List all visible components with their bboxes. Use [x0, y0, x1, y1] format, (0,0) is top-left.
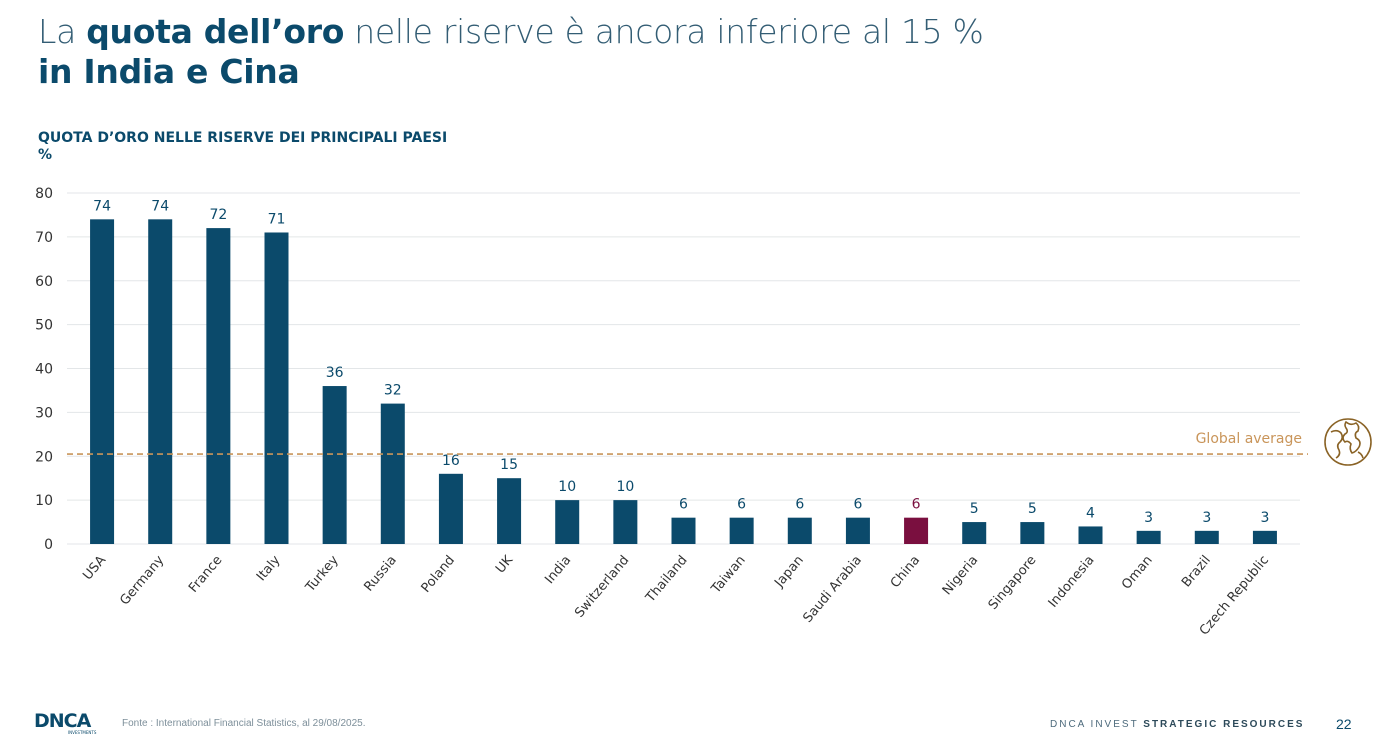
chart-subtitle: QUOTA D’ORO NELLE RISERVE DEI PRINCIPALI… — [38, 130, 447, 164]
y-tick-label: 10 — [35, 493, 53, 509]
x-tick-label: UK — [493, 553, 516, 577]
global-average-label: Global average — [1196, 431, 1302, 447]
data-label: 6 — [679, 497, 688, 513]
bar-chart: 0 10 20 30 40 50 60 70 80 74 USA 74 Germany 72 France 7… — [35, 186, 1372, 638]
x-tick-label: Brazil — [1179, 553, 1214, 590]
page-number: 22 — [1336, 716, 1352, 732]
x-tick-label: Turkey — [302, 553, 342, 596]
bar — [845, 517, 870, 544]
x-tick-label: Saudi Arabia — [800, 553, 865, 626]
bar — [438, 473, 463, 544]
x-tick-label: Taiwan — [708, 553, 749, 597]
title-bold: quota dell’oro — [86, 12, 345, 51]
x-tick-label: China — [888, 553, 923, 591]
data-label: 71 — [268, 211, 286, 227]
data-label: 16 — [442, 453, 460, 469]
x-tick-label: France — [186, 553, 225, 596]
y-tick-label: 50 — [35, 318, 53, 334]
page-title: La quota dell’oro nelle riserve è ancora… — [38, 12, 984, 92]
title-part1: La — [38, 12, 87, 51]
brand-footer: DNCA INVEST STRATEGIC RESOURCES — [1050, 719, 1304, 730]
bar — [380, 403, 405, 544]
svg-text:DNCA: DNCA — [34, 710, 92, 732]
title-line2: in India e Cina — [38, 52, 300, 91]
y-tick-label: 60 — [35, 274, 53, 290]
x-tick-label: Oman — [1119, 553, 1156, 593]
data-label: 6 — [853, 497, 862, 513]
x-tick-label: Italy — [254, 553, 284, 584]
x-tick-label: Russia — [361, 553, 399, 595]
x-tick-label: Indonesia — [1046, 553, 1098, 611]
svg-text:INVESTMENTS: INVESTMENTS — [68, 730, 97, 735]
bar — [206, 228, 231, 544]
data-label: 15 — [500, 457, 518, 473]
chart-unit: % — [38, 147, 53, 163]
title-part2: nelle riserve è ancora inferiore al 15 % — [344, 12, 984, 51]
x-tick-label: Germany — [117, 553, 167, 609]
x-tick-label: Singapore — [986, 553, 1040, 613]
data-label: 10 — [616, 479, 634, 495]
x-tick-label: India — [542, 553, 574, 587]
x-tick-label: Switzerland — [572, 553, 632, 621]
x-tick-label: USA — [80, 553, 109, 583]
data-label: 3 — [1144, 510, 1153, 526]
data-label: 3 — [1202, 510, 1211, 526]
y-tick-label: 70 — [35, 230, 53, 246]
x-tick-label: Poland — [419, 553, 458, 596]
bar — [1078, 526, 1103, 544]
bar — [90, 219, 115, 544]
y-tick-label: 80 — [35, 186, 53, 202]
data-label: 4 — [1086, 505, 1095, 521]
data-label: 3 — [1260, 510, 1269, 526]
bar — [148, 219, 173, 544]
bar — [904, 517, 929, 544]
bar — [729, 517, 754, 544]
bar — [1020, 522, 1045, 544]
data-label: 36 — [326, 365, 344, 381]
globe-icon — [1324, 418, 1372, 466]
bar — [1252, 530, 1277, 544]
data-label: 6 — [737, 497, 746, 513]
bar — [962, 522, 987, 544]
source-note: Fonte : International Financial Statisti… — [122, 718, 366, 729]
y-tick-label: 40 — [35, 362, 53, 378]
data-label: 32 — [384, 383, 402, 399]
data-label: 74 — [93, 198, 111, 214]
x-tick-label: Nigeria — [940, 553, 981, 598]
x-tick-label: Japan — [771, 553, 806, 591]
x-tick-label: Thailand — [643, 553, 691, 606]
bar — [322, 386, 347, 544]
data-label: 6 — [795, 497, 804, 513]
bar — [264, 232, 289, 545]
data-label: 72 — [209, 207, 227, 223]
dnca-logo: DNCA INVESTMENTS — [34, 710, 97, 735]
data-label: 10 — [558, 479, 576, 495]
y-tick-label: 0 — [44, 537, 53, 553]
data-label: 6 — [912, 497, 921, 513]
bar — [671, 517, 696, 544]
brand-bold: STRATEGIC RESOURCES — [1143, 719, 1305, 730]
y-tick-label: 30 — [35, 405, 53, 421]
bar — [1194, 530, 1219, 544]
chart-subtitle-text: QUOTA D’ORO NELLE RISERVE DEI PRINCIPALI… — [38, 130, 448, 146]
data-label: 74 — [151, 198, 169, 214]
data-label: 5 — [1028, 501, 1037, 517]
brand-prefix: DNCA INVEST — [1050, 719, 1144, 730]
data-label: 5 — [970, 501, 979, 517]
bar — [613, 500, 638, 544]
bar — [1136, 530, 1161, 544]
bar — [497, 478, 522, 544]
bar — [787, 517, 812, 544]
y-tick-label: 20 — [35, 449, 53, 465]
bar — [555, 500, 580, 544]
